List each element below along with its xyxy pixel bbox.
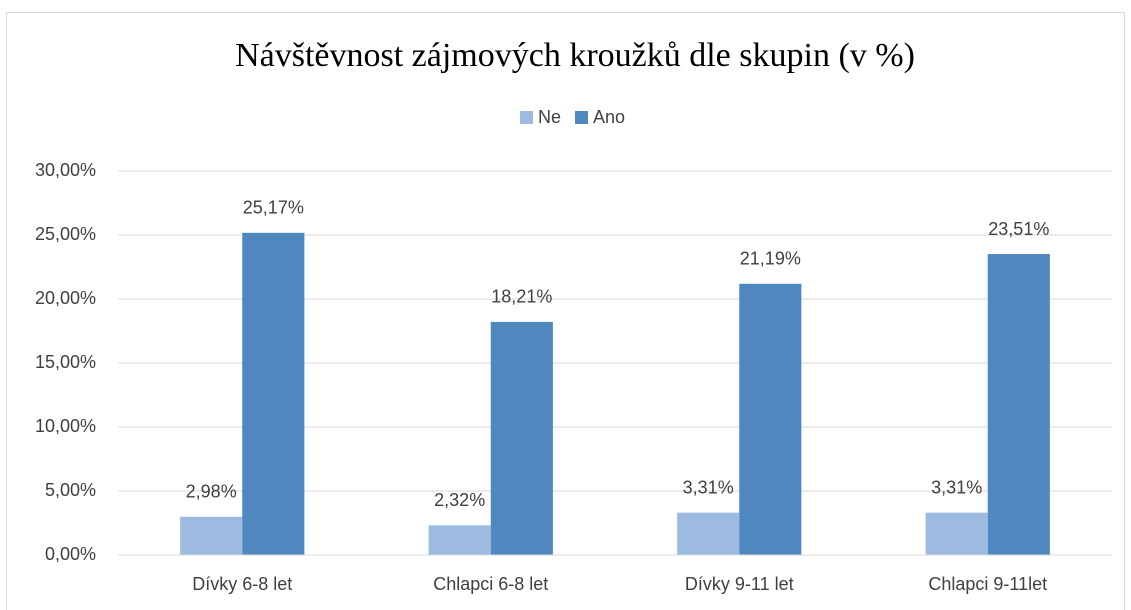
data-label: 2,98% bbox=[186, 482, 237, 502]
y-tick-label: 20,00% bbox=[35, 288, 96, 308]
bar bbox=[242, 232, 305, 555]
bar bbox=[180, 516, 243, 555]
y-tick-label: 10,00% bbox=[35, 416, 96, 436]
y-tick-label: 0,00% bbox=[45, 544, 96, 564]
data-label: 2,32% bbox=[434, 490, 485, 510]
chart-frame bbox=[6, 12, 1125, 610]
data-label: 3,31% bbox=[931, 477, 982, 497]
bar bbox=[739, 283, 802, 555]
legend-swatch bbox=[575, 111, 589, 124]
data-label: 18,21% bbox=[491, 287, 552, 307]
x-tick-label: Dívky 9-11 let bbox=[685, 574, 794, 594]
legend-label: Ne bbox=[538, 107, 561, 127]
x-tick-label: Chlapci 6-8 let bbox=[433, 574, 548, 594]
bar bbox=[925, 512, 988, 555]
y-tick-label: 25,00% bbox=[35, 224, 96, 244]
x-tick-label: Chlapci 9-11let bbox=[928, 574, 1047, 594]
data-label: 3,31% bbox=[683, 477, 734, 497]
data-label: 23,51% bbox=[988, 219, 1049, 239]
bar bbox=[677, 512, 740, 555]
bar bbox=[428, 525, 491, 555]
y-tick-label: 5,00% bbox=[45, 480, 96, 500]
y-tick-label: 15,00% bbox=[35, 352, 96, 372]
legend-label: Ano bbox=[593, 107, 625, 127]
data-label: 25,17% bbox=[243, 198, 304, 218]
y-tick-label: 30,00% bbox=[35, 160, 96, 180]
bar bbox=[490, 321, 553, 555]
chart-title: Návštěvnost zájmových kroužků dle skupin… bbox=[235, 37, 915, 74]
x-tick-label: Dívky 6-8 let bbox=[192, 574, 292, 594]
bar bbox=[987, 254, 1050, 555]
legend-swatch bbox=[520, 111, 533, 124]
data-label: 21,19% bbox=[740, 249, 801, 269]
